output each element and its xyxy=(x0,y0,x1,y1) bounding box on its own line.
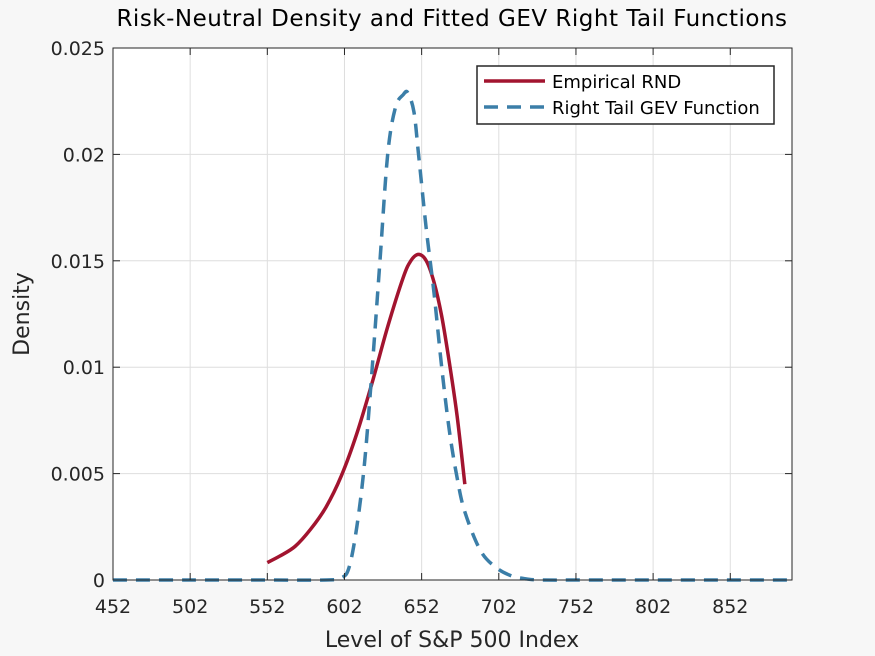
legend: Empirical RND Right Tail GEV Function xyxy=(476,65,775,125)
axis-ticks xyxy=(112,47,792,581)
x-tick-label: 502 xyxy=(172,596,208,618)
x-tick-label: 702 xyxy=(481,596,517,618)
x-tick-label: 802 xyxy=(635,596,671,618)
tick-labels: 452 502 552 602 652 702 752 802 852 0 0.005 0.01 0.0… xyxy=(51,38,749,618)
y-tick-label: 0.005 xyxy=(51,464,105,486)
y-tick-label: 0.025 xyxy=(51,38,105,60)
x-tick-label: 602 xyxy=(326,596,362,618)
y-tick-label: 0.015 xyxy=(51,251,105,273)
grid xyxy=(112,47,792,581)
x-axis-title: Level of S&P 500 Index xyxy=(325,628,579,653)
x-tick-label: 652 xyxy=(404,596,440,618)
chart-title: Risk-Neutral Density and Fitted GEV Righ… xyxy=(116,6,787,32)
x-tick-label: 552 xyxy=(249,596,285,618)
series-lines xyxy=(113,89,792,582)
x-tick-label: 752 xyxy=(558,596,594,618)
x-tick-label: 452 xyxy=(95,596,131,618)
legend-box xyxy=(476,65,775,125)
plot-area xyxy=(113,48,792,580)
x-tick-label: 852 xyxy=(712,596,748,618)
series-line-empirical-rnd xyxy=(266,252,467,565)
plot-frame xyxy=(112,47,793,581)
series-line-right-tail-gev xyxy=(113,89,792,582)
y-axis-title: Density xyxy=(10,272,35,356)
legend-label-empirical-rnd: Empirical RND xyxy=(552,72,681,93)
y-tick-label: 0.01 xyxy=(63,357,105,379)
legend-label-right-tail-gev: Right Tail GEV Function xyxy=(552,98,760,119)
y-tick-label: 0.02 xyxy=(63,144,105,166)
y-tick-label: 0 xyxy=(93,570,105,592)
